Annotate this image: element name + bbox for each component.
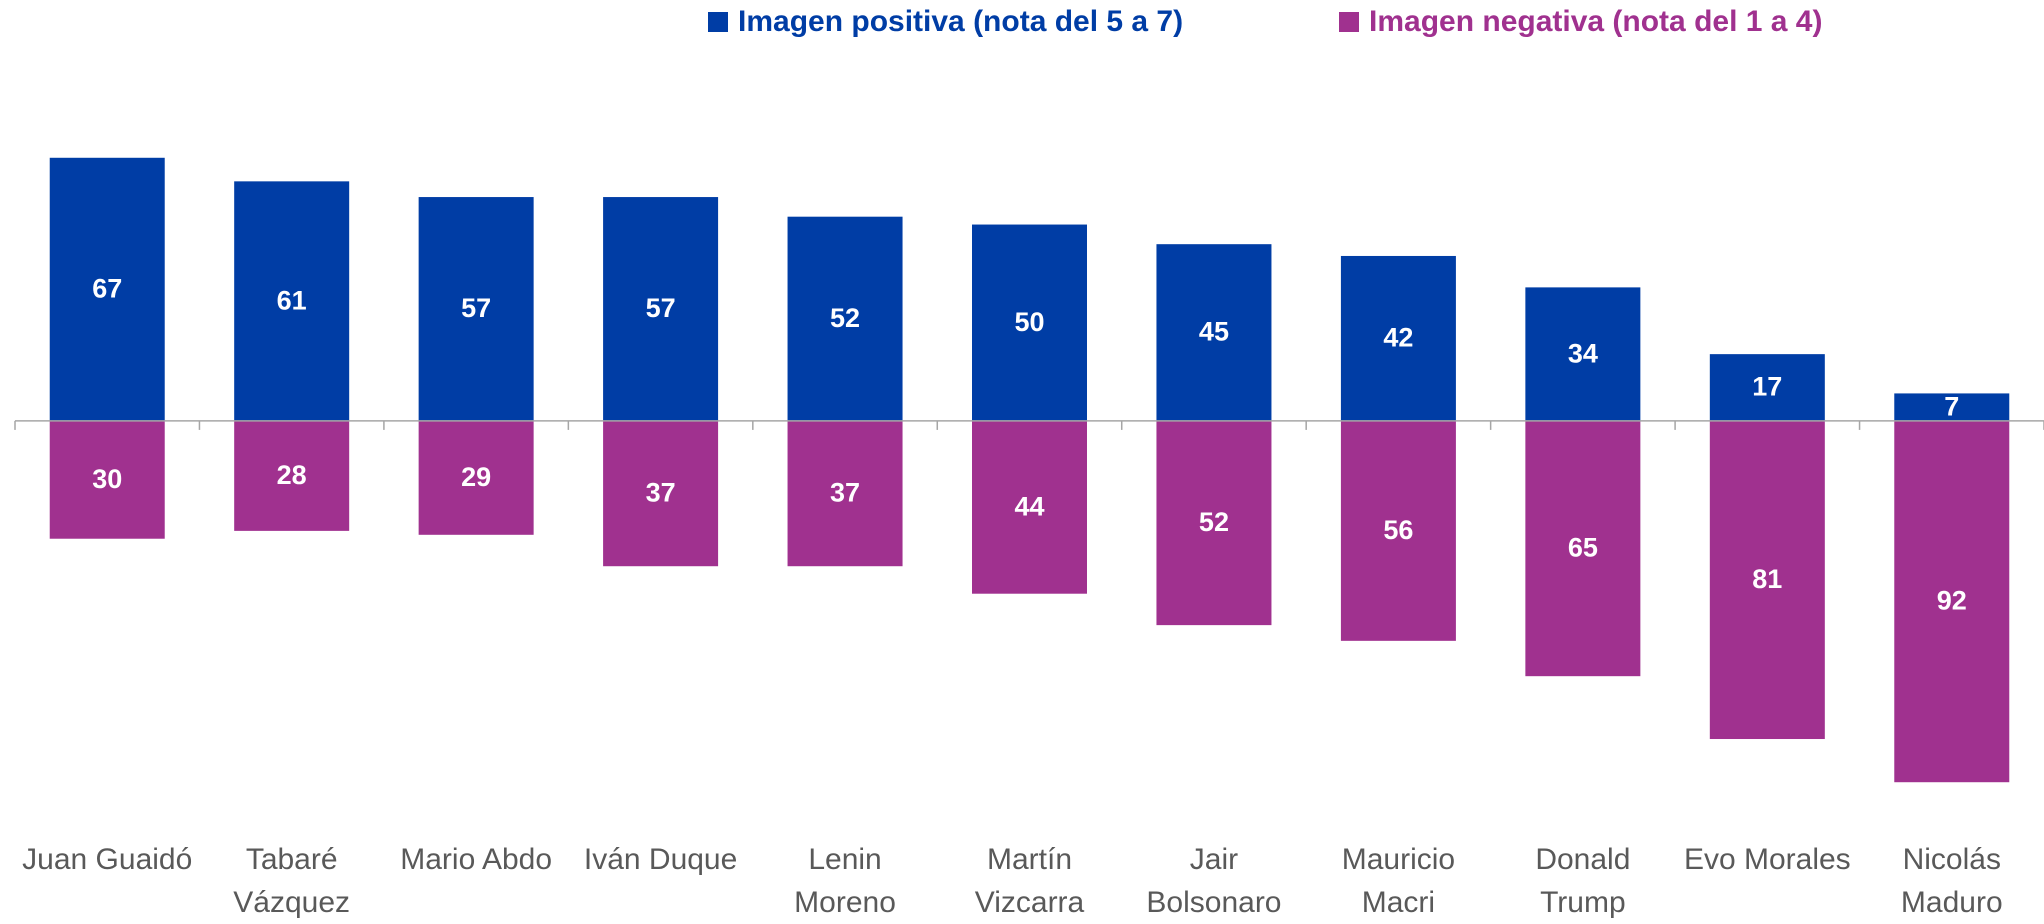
data-label: 29: [461, 462, 491, 492]
bar: [49, 420, 165, 539]
bar: [1340, 255, 1456, 421]
data-label: 67: [92, 273, 122, 303]
bar: [1156, 244, 1272, 421]
bar: [418, 197, 534, 421]
data-label: 50: [1014, 307, 1044, 337]
bar: [972, 420, 1087, 594]
x-tick-label: Iván Duque: [584, 843, 737, 876]
x-tick-label: Mario Abdo: [400, 843, 552, 876]
bar: [1525, 420, 1641, 677]
x-tick-label: Tabaré: [246, 843, 338, 876]
data-label: 34: [1568, 338, 1598, 368]
data-label: 42: [1383, 323, 1413, 353]
data-label: 81: [1752, 564, 1782, 594]
data-label: 30: [92, 464, 122, 494]
x-tick-label: Vázquez: [233, 886, 350, 919]
data-label: 52: [830, 303, 860, 333]
legend-label: Imagen negativa (nota del 1 a 4): [1369, 5, 1822, 38]
bar: [234, 420, 350, 531]
bar: [787, 420, 903, 567]
x-tick-label: Mauricio: [1342, 843, 1455, 876]
bar: [1709, 420, 1825, 740]
data-label: 57: [646, 293, 676, 323]
bar: [1156, 420, 1272, 626]
data-label: 28: [277, 460, 307, 490]
bar: [787, 216, 903, 421]
data-label: 61: [277, 285, 307, 315]
data-label: 37: [646, 478, 676, 508]
x-tick-label: Maduro: [1901, 886, 2003, 919]
bar: [49, 157, 165, 421]
x-tick-label: Evo Morales: [1684, 843, 1851, 876]
bar: [1525, 287, 1641, 421]
legend-label: Imagen positiva (nota del 5 a 7): [738, 5, 1183, 38]
x-tick-label: Lenin: [808, 843, 881, 876]
bar: [1894, 420, 2010, 783]
x-tick-label: Juan Guaidó: [22, 843, 192, 876]
x-tick-label: Martín: [987, 843, 1072, 876]
bar: [1340, 420, 1456, 641]
bar: [234, 181, 350, 421]
legend-swatch: [708, 12, 728, 32]
bar: [603, 420, 719, 567]
x-tick-label: Moreno: [794, 886, 896, 919]
data-label: 17: [1752, 372, 1782, 402]
x-tick-label: Jair: [1190, 843, 1238, 876]
data-label: 45: [1199, 317, 1229, 347]
data-label: 52: [1199, 507, 1229, 537]
x-tick-label: Vizcarra: [975, 886, 1085, 919]
data-label: 92: [1937, 586, 1967, 616]
x-tick-label: Macri: [1362, 886, 1435, 919]
x-tick-label: Donald: [1535, 843, 1630, 876]
x-tick-label: Bolsonaro: [1146, 886, 1281, 919]
data-label: 56: [1383, 515, 1413, 545]
data-label: 44: [1014, 491, 1044, 521]
data-label: 65: [1568, 533, 1598, 563]
x-tick-label: Nicolás: [1903, 843, 2001, 876]
bar: [603, 197, 719, 421]
bar: [972, 224, 1087, 421]
data-label: 37: [830, 478, 860, 508]
legend-swatch: [1339, 12, 1359, 32]
bar: [1709, 354, 1825, 421]
data-label: 57: [461, 293, 491, 323]
bar: [1894, 393, 2010, 421]
data-label: 7: [1944, 391, 1959, 421]
x-tick-label: Trump: [1540, 886, 1626, 919]
bar: [418, 420, 534, 535]
